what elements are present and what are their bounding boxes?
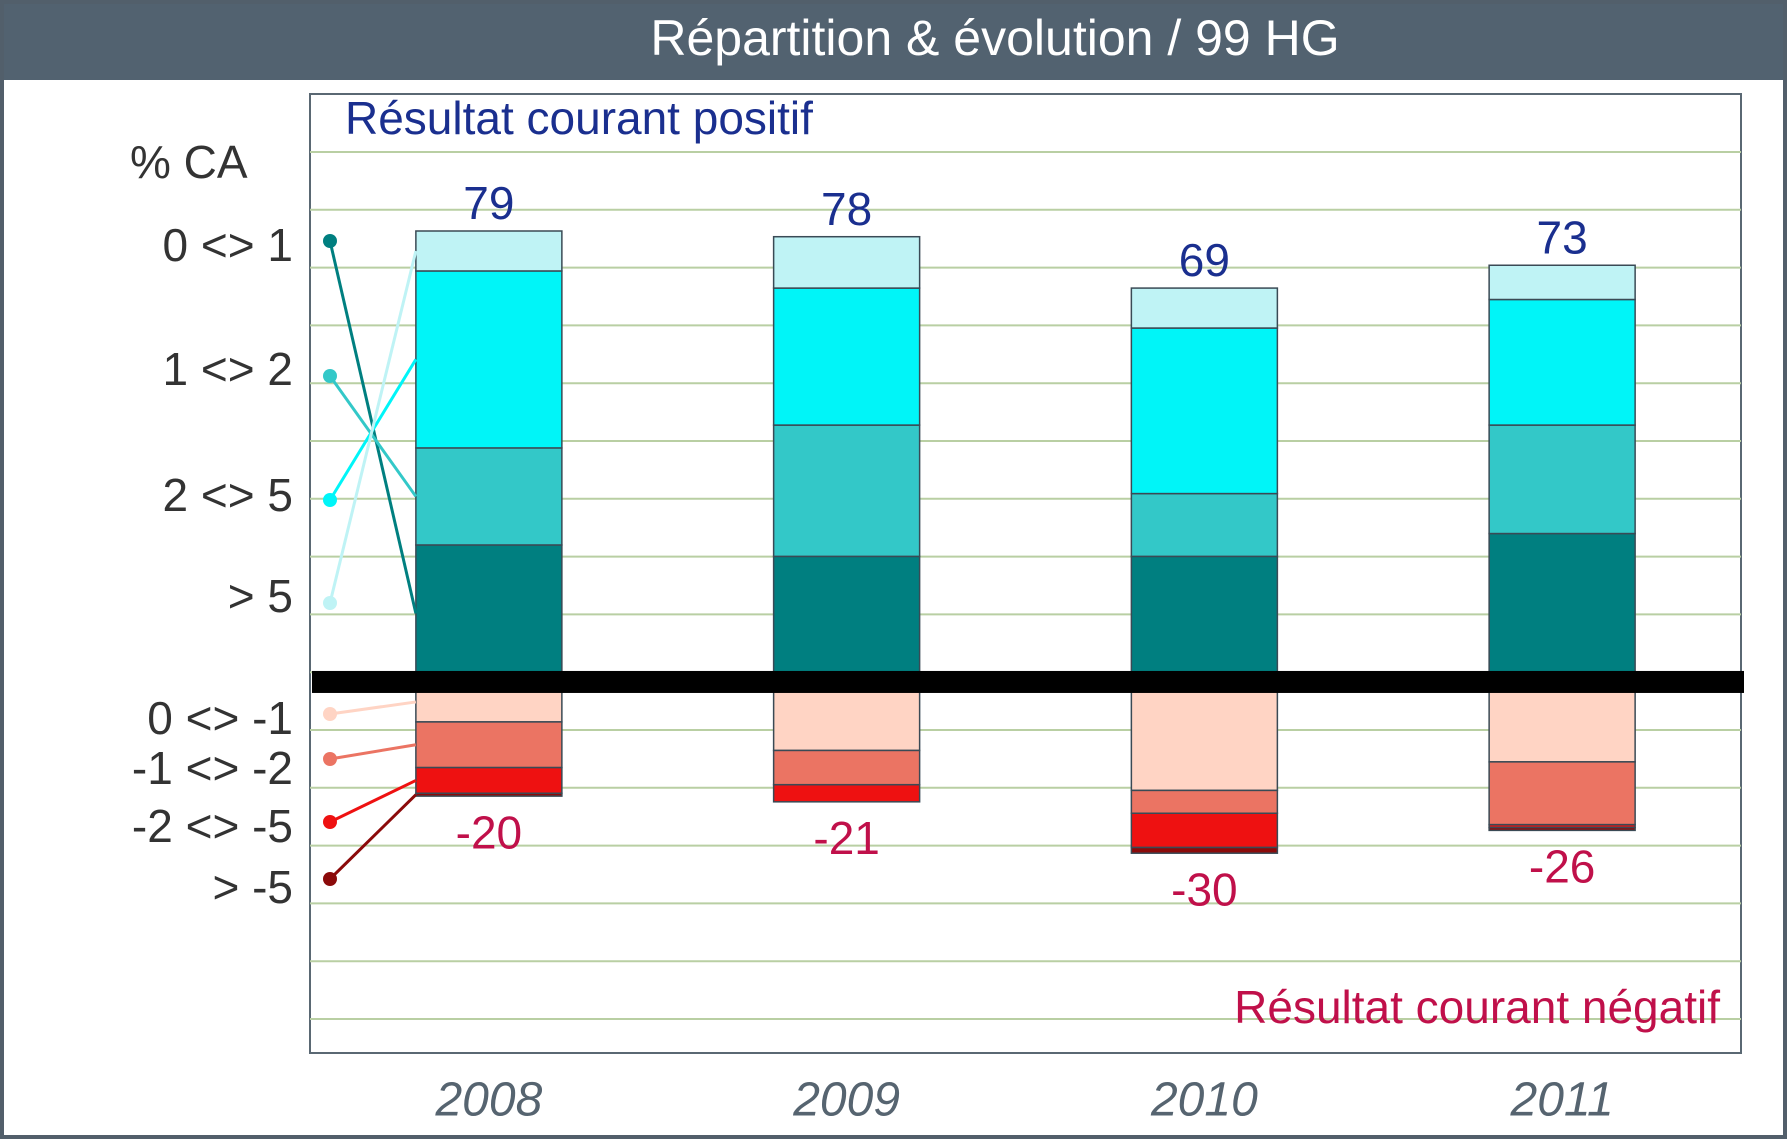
legend-dot [323,493,337,507]
bar-segment [772,424,921,558]
legend-dot [323,872,337,886]
legend-dot [323,815,337,829]
x-tick-label: 2010 [1150,1074,1258,1127]
legend-leader [328,375,418,498]
bar-segment [772,783,921,803]
legend-label: 1 <> 2 [163,343,293,395]
bar-segment [1130,327,1279,495]
bar-segment [1488,681,1636,763]
negative-total: -20 [456,806,522,858]
bar-segment [1130,681,1279,792]
legend-dot [323,234,337,248]
positive-total: 78 [821,183,872,235]
positive-total: 73 [1537,211,1588,263]
bar-segment [1130,555,1279,683]
bar-segment [1130,846,1279,854]
bar-segment [1130,287,1279,329]
bar-segment [1488,264,1636,301]
positive-label: Résultat courant positif [345,92,813,144]
positive-total: 79 [463,177,514,229]
legend-label: 0 <> -1 [147,692,293,744]
title-bar [4,4,1783,80]
chart-title: Répartition & évolution / 99 HG [650,10,1339,66]
legend-leader [329,779,417,824]
negative-total: -30 [1171,863,1237,915]
legend-leader [328,793,417,881]
bar-segment [415,721,563,769]
bar-segment [772,235,921,289]
bar-segment [415,544,563,683]
legend-label: 2 <> 5 [163,469,293,521]
legend-dot [323,596,337,610]
bar-segment [415,447,563,546]
legend-dot [323,369,337,383]
legend-label: 0 <> 1 [163,219,293,271]
positive-total: 69 [1179,234,1230,286]
bar-segment [1488,761,1636,826]
legend-dot [323,752,337,766]
legend-label: > 5 [228,570,293,622]
bar-segment [1130,789,1279,815]
bar-segment [415,270,563,449]
legend-leader [329,700,417,716]
legend-label: > -5 [212,861,293,913]
bar-segment [415,230,563,272]
legend-label: -1 <> -2 [132,742,293,794]
y-axis-label: % CA [130,136,248,188]
bar-segment [1488,424,1636,535]
bar-segment [772,749,921,786]
legend-leader [329,743,417,761]
x-tick-label: 2008 [434,1074,542,1127]
bar-segment [1488,826,1636,832]
x-tick-label: 2011 [1510,1074,1614,1127]
negative-total: -26 [1529,841,1595,893]
bar-segment [1130,812,1279,849]
legend-dot [323,707,337,721]
negative-label: Résultat courant négatif [1234,981,1720,1033]
bar-segment [415,792,563,797]
bar-segment [415,766,563,795]
legend-leader [328,250,418,604]
bar-segment [772,287,921,426]
bar-segment [1488,532,1636,683]
zero-line [312,670,1744,693]
bar-segment [1488,298,1636,426]
legend-label: -2 <> -5 [132,800,293,852]
x-tick-label: 2009 [792,1074,900,1127]
bar-segment [772,555,921,683]
negative-total: -21 [813,812,879,864]
bar-segment [1130,492,1279,558]
bar-segment [772,681,921,752]
